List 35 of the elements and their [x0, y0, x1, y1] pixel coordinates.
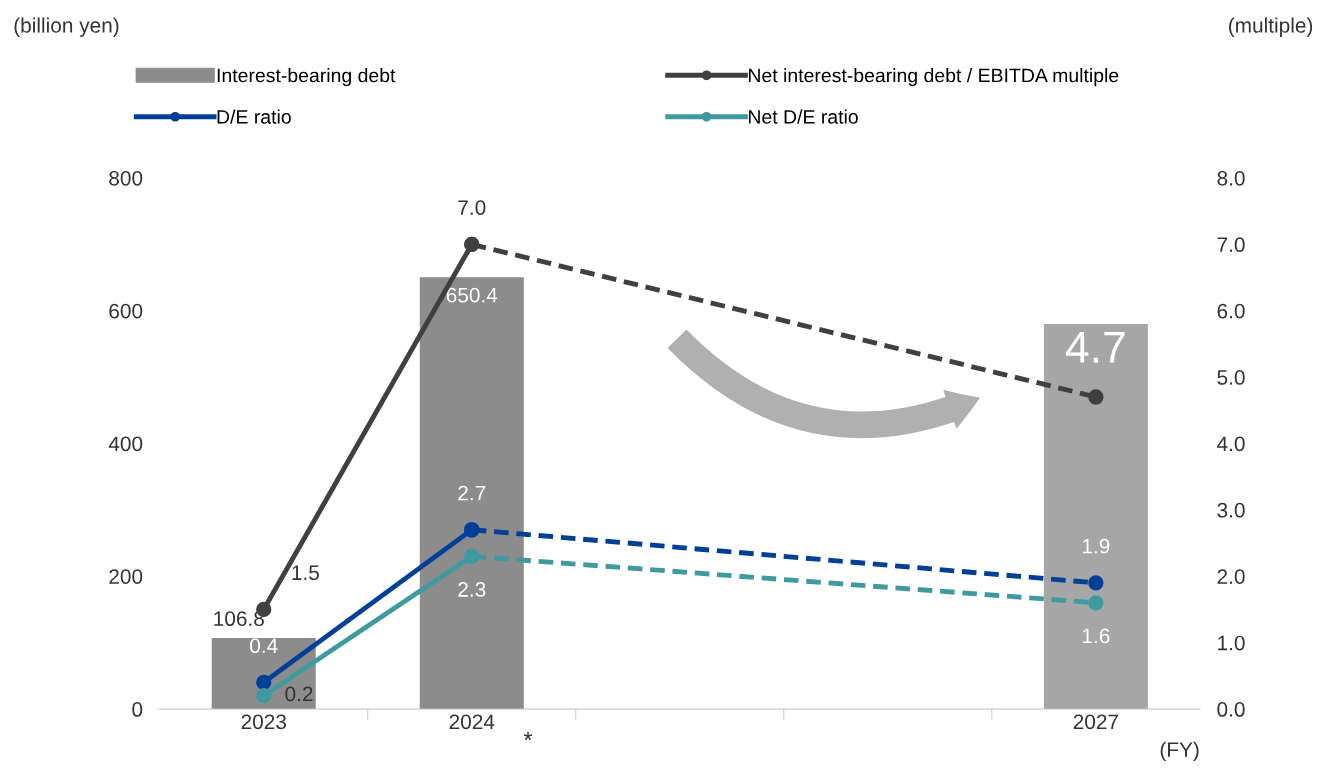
text: *	[523, 731, 533, 741]
y-tick-label: 200	[109, 569, 143, 584]
data-label: 1.9	[1082, 538, 1110, 554]
data-label: 0.2	[285, 686, 313, 702]
x-tick-label: 2027	[1073, 714, 1118, 730]
data-label: 1.6	[1082, 628, 1110, 644]
legend-label: D/E ratio	[217, 109, 291, 124]
y-tick-label: 400	[108, 436, 143, 452]
data-label: 0.4	[250, 638, 278, 654]
data-label: 7.0	[458, 200, 486, 215]
x-tick-label: 2023	[241, 714, 286, 730]
y2-tick-label: 5.0	[1217, 370, 1245, 385]
data-label: 1.5	[292, 565, 319, 581]
y2-tick-label: 3.0	[1217, 502, 1245, 518]
legend-label: Interest-bearing debt	[217, 68, 396, 87]
legend-label: Net D/E ratio	[748, 109, 858, 124]
data-label: 4.7	[1066, 331, 1125, 363]
data-label: 2.7	[458, 485, 486, 501]
y2-tick-label: 1.0	[1218, 635, 1245, 651]
y-tick-label: 600	[109, 303, 143, 319]
x-tick-label: 2024	[449, 714, 495, 730]
y2-tick-label: 4.0	[1217, 436, 1245, 452]
y2-tick-label: 8.0	[1217, 170, 1245, 186]
data-label: 650.4	[446, 287, 498, 303]
text: (billion yen)	[14, 17, 119, 37]
text: (multiple)	[1229, 17, 1313, 37]
x-axis-title: (FY)	[1160, 741, 1199, 762]
data-label: 2.3	[458, 582, 486, 597]
y-tick-label: 800	[109, 170, 143, 186]
y2-tick-label: 6.0	[1217, 303, 1245, 319]
legend-label: Net interest-bearing debt / EBITDA multiple	[748, 68, 1119, 87]
y2-tick-label: 0.0	[1217, 702, 1245, 717]
y-tick-label: 0	[132, 702, 143, 717]
y2-tick-label: 7.0	[1217, 237, 1245, 253]
y2-tick-label: 2.0	[1217, 569, 1245, 584]
